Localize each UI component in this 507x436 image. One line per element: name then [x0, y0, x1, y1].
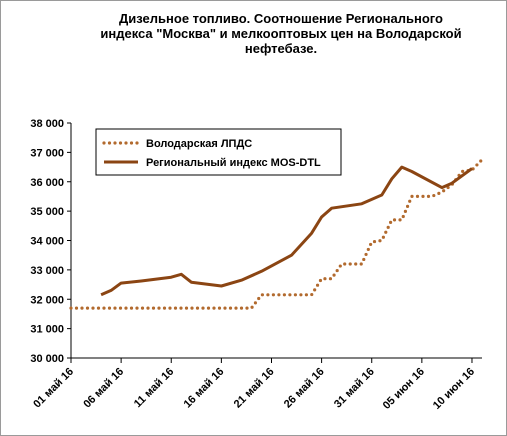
x-tick-label: 16 май 16: [182, 366, 227, 411]
x-tick-label: 06 май 16: [81, 366, 126, 411]
y-tick-label: 31 000: [30, 324, 64, 336]
y-tick-label: 35 000: [30, 206, 64, 218]
x-tick-label: 01 май 16: [31, 366, 76, 411]
x-tick-label: 10 июн 16: [431, 366, 477, 412]
y-tick-label: 32 000: [30, 294, 64, 306]
y-tick-label: 34 000: [30, 236, 64, 248]
x-tick-label: 05 июн 16: [381, 366, 427, 412]
legend: Володарская ЛПДС Региональный индекс MOS-…: [95, 128, 342, 176]
chart-title-line-1: Дизельное топливо. Соотношение Региональ…: [119, 11, 443, 26]
x-tick-label: 26 май 16: [282, 366, 327, 411]
legend-label-mos-dtl: Региональный индекс MOS-DTL: [146, 157, 321, 169]
x-tick-label: 11 май 16: [132, 366, 176, 410]
chart-title-line-3: нефтебазе.: [244, 41, 318, 56]
y-tick-label: 37 000: [30, 147, 64, 159]
series-line-volodarskaya: [69, 158, 484, 310]
chart-title-line-2: индекса "Москва" и мелкооптовых цен на В…: [100, 26, 462, 41]
legend-label-volodarskaya: Володарская ЛПДС: [146, 138, 252, 150]
y-tick-label: 36 000: [30, 177, 64, 189]
series-layer: [69, 158, 484, 310]
y-tick-label: 30 000: [30, 353, 64, 365]
y-tick-label: 38 000: [30, 118, 64, 130]
series-line-mos-dtl: [100, 165, 473, 297]
x-tick-label: 31 май 16: [332, 366, 377, 411]
y-tick-label: 33 000: [30, 265, 64, 277]
x-tick-label: 21 май 16: [232, 366, 277, 411]
legend-box: [95, 128, 342, 176]
chart-title: Дизельное топливо. Соотношение Региональ…: [61, 11, 501, 56]
